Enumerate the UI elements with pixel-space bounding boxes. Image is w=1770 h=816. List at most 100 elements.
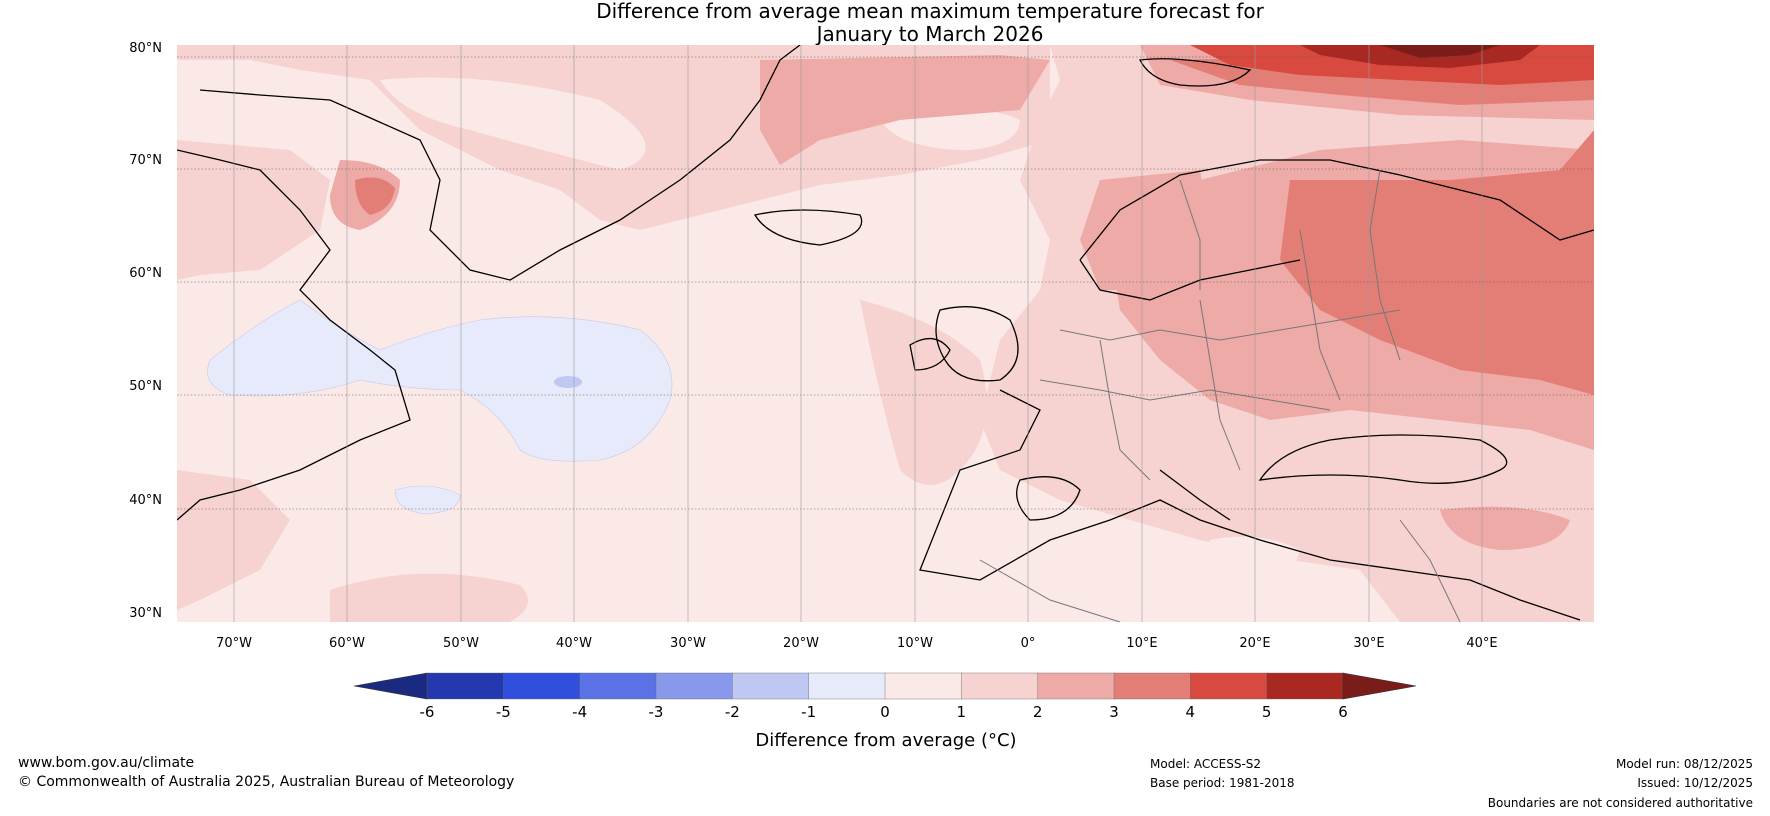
colorbar-over-arrow — [1342, 672, 1417, 700]
colorbar-segment — [1113, 672, 1192, 700]
coast-europe-south — [919, 389, 1581, 621]
footer-disclaimer: Boundaries are not considered authoritat… — [1487, 796, 1753, 810]
colorbar-segment — [426, 672, 505, 700]
lon-label: 50°W — [443, 636, 479, 651]
meridians — [233, 45, 1483, 622]
map-title: Difference from average mean maximum tem… — [0, 0, 1770, 46]
colorbar-segment — [884, 672, 963, 700]
coast-black-sea — [1258, 434, 1508, 484]
colorbar-segment — [503, 672, 581, 700]
colorbar-under-arrow — [353, 672, 428, 700]
lon-label: 30°E — [1353, 636, 1385, 651]
colorbar-tick: 6 — [1338, 703, 1348, 721]
border-line-6 — [1369, 169, 1401, 361]
title-line-2: January to March 2026 — [816, 22, 1044, 46]
border-line-4 — [1199, 299, 1241, 471]
lat-label: 60°N — [129, 266, 162, 281]
colorbar-tick: -3 — [648, 703, 664, 721]
colorbar-tick: 2 — [1032, 703, 1043, 721]
coastlines — [177, 45, 1594, 621]
band-1-2-south — [330, 573, 528, 622]
colorbar-label: Difference from average (°C) — [755, 730, 1017, 751]
lat-label: 50°N — [129, 379, 162, 394]
lat-label: 30°N — [129, 606, 162, 621]
border-line-5 — [1299, 229, 1341, 401]
band-over-6 — [1380, 45, 1500, 58]
border-line-7 — [1179, 179, 1201, 290]
colorbar-tick: -5 — [495, 703, 511, 721]
coast-iberia — [1016, 476, 1081, 521]
pocket-0-1-greenland-sea — [380, 77, 646, 170]
footer-website[interactable]: www.bom.gov.au/climate — [18, 755, 195, 771]
colorbar-tick: 0 — [880, 703, 890, 721]
footer-model-run: Model run: 08/12/2025 — [1615, 757, 1753, 771]
lon-label: 40°W — [556, 636, 592, 651]
band-neg-1-0-labrador-sea — [207, 299, 673, 462]
colorbar-segment — [808, 672, 886, 700]
colorbar-segment — [961, 672, 1039, 700]
colorbar-segment — [1266, 672, 1344, 700]
colorbar-segment — [732, 672, 810, 700]
lon-label: 20°E — [1239, 636, 1271, 651]
colorbar-segments — [426, 672, 1344, 700]
coast-italy — [1159, 469, 1231, 521]
border-line-9 — [1399, 519, 1461, 622]
colorbar-segment — [1037, 672, 1115, 700]
country-borders — [979, 169, 1461, 622]
colorbar-tick: 1 — [956, 703, 967, 721]
band-neg-2-1-spot — [554, 376, 582, 388]
band-1-2-southwest — [177, 470, 290, 610]
lat-label: 40°N — [129, 493, 162, 508]
graticule — [177, 56, 1594, 510]
colorbar-tick: -2 — [724, 703, 740, 721]
coast-greenland — [199, 45, 801, 281]
border-line-1 — [1059, 309, 1401, 341]
band-2-3-turkey — [1440, 506, 1570, 550]
pocket-0-1-mediterranean — [1208, 536, 1300, 600]
coast-ireland — [909, 338, 951, 371]
band-3-4-baffin — [355, 177, 395, 215]
band-2-3-scandinavia — [1080, 170, 1210, 290]
footer-base-period: Base period: 1981-2018 — [1150, 776, 1295, 790]
footer-model: Model: ACCESS-S2 — [1150, 757, 1262, 771]
lon-label: 70°W — [216, 636, 252, 651]
anomaly-field — [177, 45, 1594, 622]
lon-label: 60°W — [329, 636, 365, 651]
band-3-4-russia — [1280, 130, 1594, 395]
lat-label: 80°N — [129, 41, 162, 56]
colorbar-segment — [579, 672, 657, 700]
footer-copyright: © Commonwealth of Australia 2025, Austra… — [18, 774, 515, 790]
lon-label: 30°W — [670, 636, 706, 651]
border-line-2 — [1039, 379, 1331, 411]
lon-label: 10°W — [897, 636, 933, 651]
lon-label: 10°E — [1126, 636, 1158, 651]
band-2-3-arctic — [760, 55, 1050, 165]
lon-label: 0° — [1020, 636, 1036, 651]
coast-britain — [935, 306, 1019, 382]
border-line-3 — [1099, 339, 1151, 481]
band-neg-1-0-south — [394, 485, 461, 515]
colorbar — [353, 672, 1417, 700]
lat-label: 70°N — [129, 153, 162, 168]
colorbar-tick: 5 — [1261, 703, 1272, 721]
colorbar-tick: 4 — [1185, 703, 1196, 721]
coast-svalbard — [1139, 58, 1252, 87]
coast-scandinavia-north — [1079, 159, 1594, 261]
footer-issued: Issued: 10/12/2025 — [1637, 776, 1753, 790]
colorbar-segment — [1190, 672, 1268, 700]
title-line-1: Difference from average mean maximum tem… — [596, 0, 1264, 23]
band-1-2-labrador — [177, 140, 330, 280]
colorbar-tick: -6 — [419, 703, 435, 721]
coast-iceland — [753, 209, 863, 246]
coast-baltic — [1079, 259, 1301, 301]
colorbar-tick: -1 — [801, 703, 817, 721]
band-1-2-biscay — [860, 300, 987, 485]
colorbar-tick: -4 — [572, 703, 588, 721]
coast-north-america — [177, 149, 411, 521]
lon-label: 40°E — [1466, 636, 1498, 651]
colorbar-tick: 3 — [1109, 703, 1119, 721]
lon-label: 20°W — [783, 636, 819, 651]
colorbar-segment — [655, 672, 734, 700]
border-line-8 — [979, 559, 1121, 622]
